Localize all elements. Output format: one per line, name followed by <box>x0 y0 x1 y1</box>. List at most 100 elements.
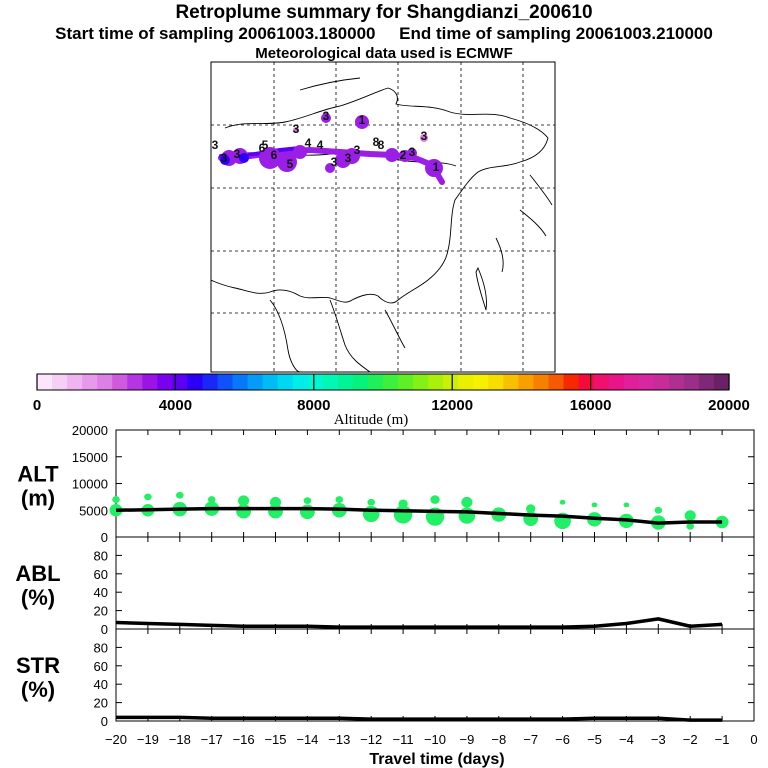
colorbar-swatch <box>623 374 640 390</box>
cluster-point <box>461 496 473 508</box>
fraction-line <box>115 617 723 629</box>
cluster-point <box>654 506 663 514</box>
x-tick-label: −3 <box>651 732 666 747</box>
colorbar-swatch <box>638 374 655 390</box>
sampling-times: Start time of sampling 20061003.180000 E… <box>0 24 768 44</box>
colorbar-swatch <box>668 374 685 390</box>
colorbar-swatch <box>52 374 68 390</box>
map-cluster-label: 4 <box>317 138 324 152</box>
y-tick-label: 10000 <box>72 477 108 492</box>
colorbar-swatch <box>247 374 264 390</box>
x-tick-label: −1 <box>715 732 730 747</box>
colorbar-swatch <box>413 374 429 390</box>
map-cluster-label: 3 <box>212 138 219 152</box>
cluster-point <box>398 499 408 509</box>
map-cluster-label: 3 <box>409 145 416 159</box>
colorbar-swatch <box>653 374 670 390</box>
map-frame <box>210 61 556 373</box>
map-cluster-label: 3 <box>421 129 428 143</box>
x-tick-label: −4 <box>619 732 634 747</box>
panel-ylabel: ABL <box>15 561 60 586</box>
map-cluster-label: 1 <box>359 113 366 127</box>
map-cluster-label: 3 <box>354 143 361 157</box>
panel-frame <box>115 628 755 722</box>
mean-altitude-line <box>115 506 723 525</box>
colorbar-swatch <box>337 374 354 390</box>
x-axis: −20 −19 −18 −17 −16 −15 −14 −13 −12 −11 −10 −9 −8 −7−… <box>105 732 758 768</box>
map-cluster-label: 6 <box>259 141 266 155</box>
colorbar-swatch <box>292 374 309 390</box>
cluster-point <box>430 495 440 504</box>
colorbar-swatch <box>383 374 399 390</box>
colorbar-swatch <box>142 374 158 390</box>
colorbar-axis-label: Altitude (m) <box>334 412 409 428</box>
panel-ylabel: ALT <box>17 462 59 487</box>
cluster-point <box>623 502 630 508</box>
colorbar-swatch <box>593 374 610 390</box>
colorbar-swatch <box>82 374 98 390</box>
cluster-point <box>238 495 250 506</box>
altitude-colorbar: 0 4000 8000 12000 16000 20000 Altitude (m) <box>33 373 750 428</box>
cluster-point <box>300 504 315 520</box>
x-tick-label: −15 <box>264 732 286 747</box>
y-tick-label: 20 <box>94 604 108 619</box>
x-tick-label: −17 <box>201 732 223 747</box>
colorbar-swatch <box>578 374 595 390</box>
map-cluster-label: 3 <box>234 147 241 161</box>
x-tick-label: −2 <box>683 732 698 747</box>
map-cluster-label: 5 <box>262 138 269 152</box>
x-tick-label: −9 <box>459 732 474 747</box>
colorbar-tick-label: 12000 <box>431 397 473 414</box>
panel-ylabel-unit: (%) <box>21 585 55 610</box>
colorbar-swatch <box>608 374 625 390</box>
cluster-point <box>176 491 184 499</box>
x-tick-label: −16 <box>233 732 255 747</box>
cluster-point <box>686 522 694 530</box>
cluster-point <box>144 493 152 501</box>
y-tick-label: 0 <box>101 530 108 545</box>
cluster-point <box>591 502 598 508</box>
map-cluster-label: 6 <box>271 148 278 162</box>
colorbar-tick-label: 0 <box>33 397 41 414</box>
y-tick-label: 20000 <box>72 423 108 438</box>
colorbar-swatch <box>232 374 249 390</box>
colorbar-swatch <box>563 374 580 390</box>
y-tick-label: 15000 <box>72 450 108 465</box>
time-series-panels: 05000100001500020000ALT(m)020406080ABL(%… <box>15 423 757 768</box>
colorbar-swatch <box>548 374 565 390</box>
colorbar-swatch <box>322 374 339 390</box>
y-tick-label: 60 <box>94 567 108 582</box>
panel-str: 0 20 40 60 80 STR(%) <box>16 628 755 729</box>
x-tick-label: −14 <box>296 732 318 747</box>
x-tick-label: −18 <box>169 732 191 747</box>
y-tick-label: 60 <box>94 659 108 674</box>
cluster-point <box>236 504 252 519</box>
map-cluster-label: 3 <box>323 109 330 123</box>
cluster-point <box>367 498 376 506</box>
met-data-label: Meteorological data used is ECMWF <box>255 45 513 62</box>
cluster-point <box>559 499 566 505</box>
x-tick-label: −13 <box>328 732 350 747</box>
colorbar-swatch <box>428 374 444 390</box>
colorbar-swatch <box>503 374 519 390</box>
map-cluster-label: 3 <box>293 122 300 136</box>
colorbar-swatch <box>202 374 219 390</box>
x-tick-label: 0 <box>750 732 757 747</box>
map-cluster-label: 3 <box>221 151 228 165</box>
map-cluster-label: 4 <box>305 136 312 150</box>
panel-alt: 0 5000 10000 15000 20000 ALT(m) <box>17 423 755 545</box>
colorbar-swatch <box>533 374 550 390</box>
cluster-point <box>207 496 216 503</box>
cluster-point <box>684 510 696 521</box>
y-tick-label: 40 <box>94 585 108 600</box>
colorbar-swatch <box>683 374 700 390</box>
x-tick-label: −12 <box>360 732 382 747</box>
colorbar-swatch <box>157 374 173 390</box>
y-tick-label: 80 <box>94 548 108 563</box>
map-graticule <box>211 62 555 372</box>
y-tick-label: 0 <box>101 622 108 637</box>
map-cluster-label: 2 <box>400 148 407 162</box>
colorbar-swatch <box>172 374 189 390</box>
colorbar-tick-label: 8000 <box>297 397 330 414</box>
y-tick-label: 20 <box>94 696 108 711</box>
